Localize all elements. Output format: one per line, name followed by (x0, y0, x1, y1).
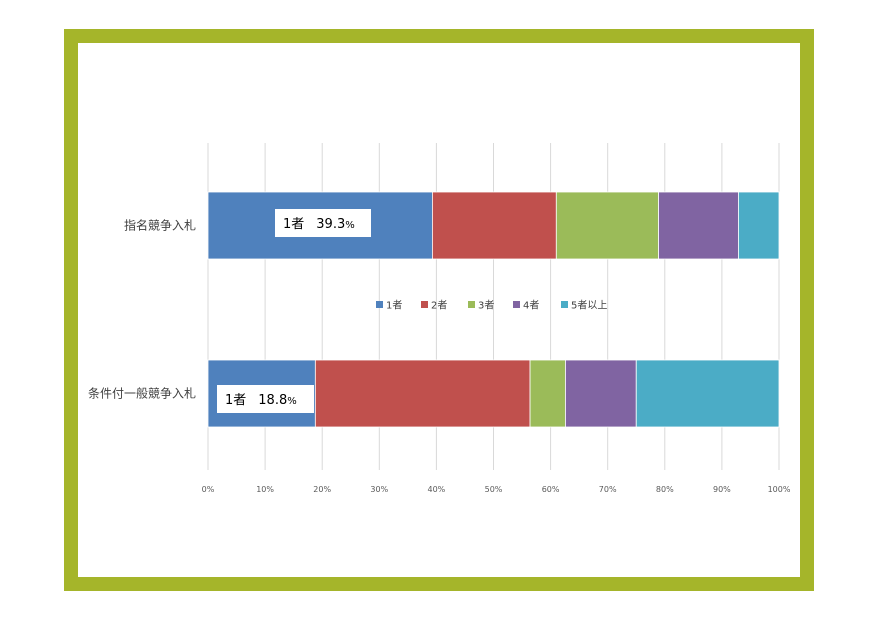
legend-item: 2者 (421, 300, 447, 312)
legend: 1者 2者 3者 4者 5者以上 (376, 300, 607, 312)
x-tick-label: 10% (256, 485, 274, 494)
bar-segment (658, 191, 739, 260)
x-tick-label: 80% (656, 485, 674, 494)
annotation-category: 1者 (283, 217, 304, 232)
annotation-box (217, 385, 314, 413)
annotation-text: 1者 18.8% (225, 393, 297, 408)
x-tick-label: 60% (542, 485, 560, 494)
annotation-label: 1者 18.8% (217, 385, 314, 413)
legend-swatch (468, 301, 475, 308)
annotation-unit: % (287, 396, 297, 407)
x-tick-label: 50% (485, 485, 503, 494)
category-label: 指名競争入札 (124, 218, 196, 233)
annotation-value: 18.8 (258, 393, 287, 408)
bar-segment (529, 359, 566, 428)
annotation-box (275, 209, 371, 237)
legend-item: 5者以上 (561, 300, 607, 312)
annotation-label: 1者 39.3% (275, 209, 371, 237)
legend-swatch (513, 301, 520, 308)
x-tick-label: 70% (599, 485, 617, 494)
bar-segment (432, 191, 557, 260)
category-label: 条件付一般競争入札 (88, 386, 196, 401)
x-tick-label: 0% (202, 485, 215, 494)
bar-segment (314, 359, 531, 428)
legend-item: 1者 (376, 300, 402, 312)
legend-label: 2者 (431, 300, 447, 312)
legend-label: 3者 (478, 300, 494, 312)
annotation-text: 1者 39.3% (283, 217, 355, 232)
bar-segment (565, 359, 637, 428)
legend-label: 4者 (523, 300, 539, 312)
legend-swatch (421, 301, 428, 308)
annotation-category: 1者 (225, 393, 246, 408)
x-tick-label: 100% (768, 485, 791, 494)
annotation-unit: % (345, 220, 355, 231)
bar-segment (207, 191, 433, 260)
annotation-value: 39.3 (316, 217, 345, 232)
x-tick-label: 40% (428, 485, 446, 494)
x-tick-label: 30% (370, 485, 388, 494)
bar-segment (635, 359, 780, 428)
bar-segment (555, 191, 659, 260)
legend-label: 1者 (386, 300, 402, 312)
x-tick-label: 20% (313, 485, 331, 494)
legend-swatch (376, 301, 383, 308)
x-tick-label: 90% (713, 485, 731, 494)
legend-label: 5者以上 (571, 300, 607, 312)
bar-segment (738, 191, 780, 260)
labels: 0% 10% 20% 30% 40% 50% 60% 70% 80% 90% 100% 指名競争入札条… (88, 209, 791, 494)
legend-swatch (561, 301, 568, 308)
chart-frame (64, 29, 814, 591)
legend-item: 3者 (468, 300, 494, 312)
legend-item: 4者 (513, 300, 539, 312)
